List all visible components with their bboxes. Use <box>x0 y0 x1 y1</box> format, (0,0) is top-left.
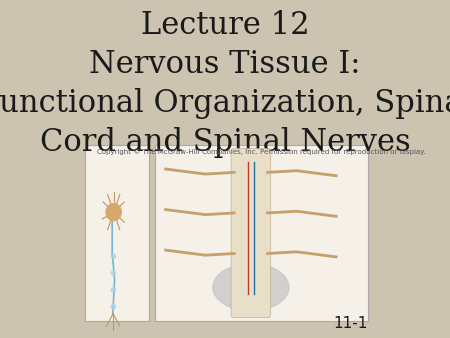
Circle shape <box>111 288 116 292</box>
Text: Copyright © The McGraw-Hill Companies, Inc. Permission required for reproduction: Copyright © The McGraw-Hill Companies, I… <box>97 149 426 155</box>
FancyBboxPatch shape <box>85 145 149 321</box>
Circle shape <box>111 254 116 259</box>
FancyBboxPatch shape <box>155 145 368 321</box>
FancyBboxPatch shape <box>231 149 270 318</box>
Circle shape <box>111 305 116 309</box>
Circle shape <box>106 204 122 221</box>
Text: Lecture 12: Lecture 12 <box>141 10 309 41</box>
Text: 11-1: 11-1 <box>334 316 368 331</box>
Text: Nervous Tissue I:: Nervous Tissue I: <box>89 49 361 80</box>
Ellipse shape <box>213 264 289 311</box>
Text: Cord and Spinal Nerves: Cord and Spinal Nerves <box>40 127 410 158</box>
Text: Functional Organization, Spinal: Functional Organization, Spinal <box>0 88 450 119</box>
Circle shape <box>111 271 116 275</box>
